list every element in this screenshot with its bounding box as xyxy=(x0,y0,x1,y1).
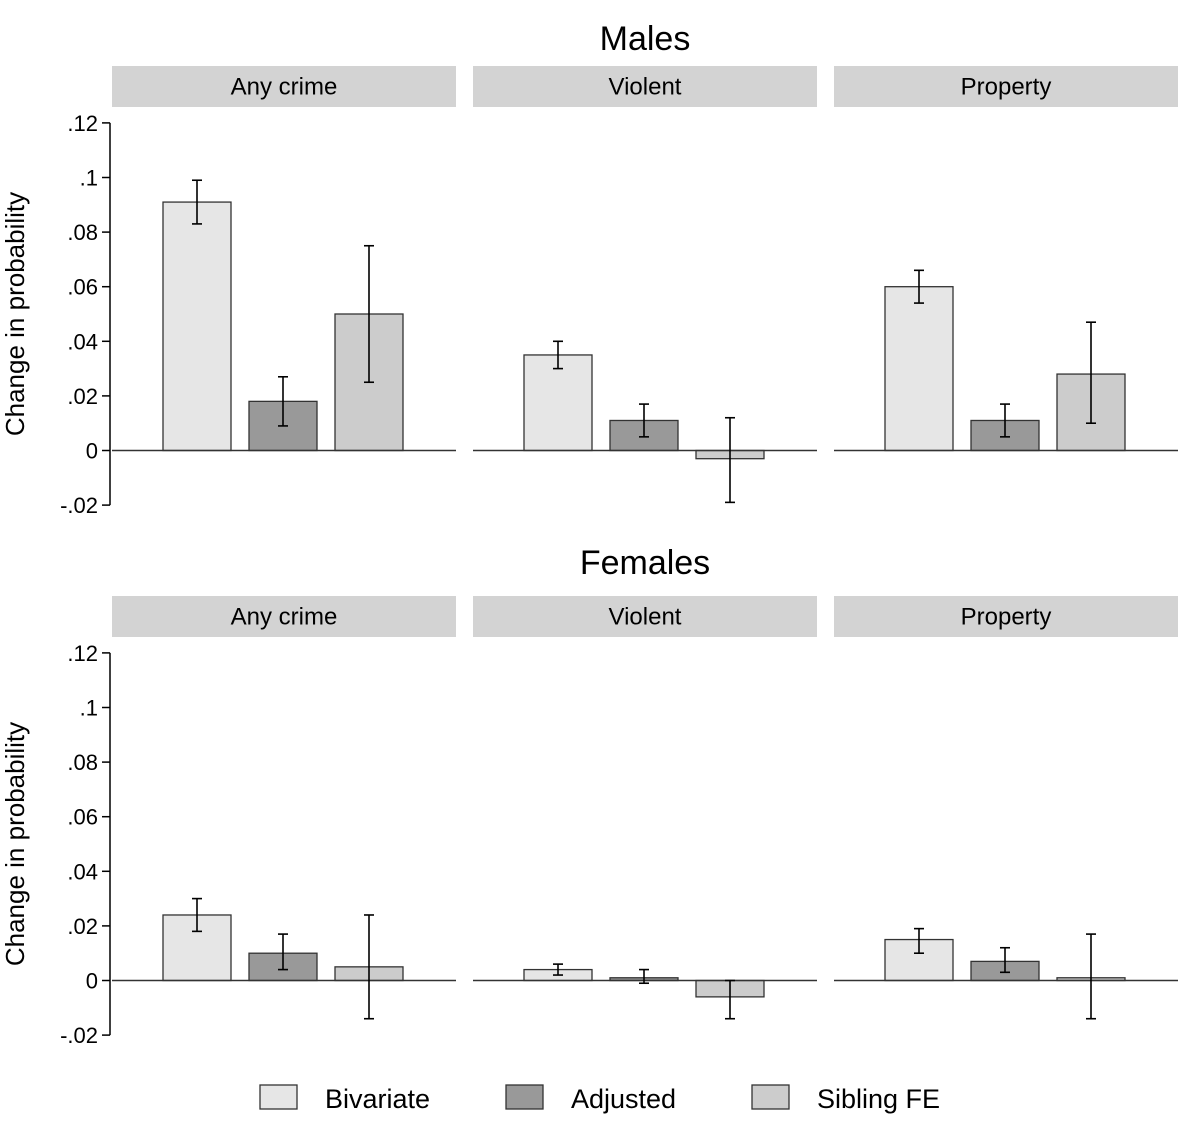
facet-label: Violent xyxy=(609,604,682,631)
y-tick-label: .02 xyxy=(67,914,98,939)
y-axis-label: Change in probability xyxy=(0,722,30,966)
panel-title: Females xyxy=(580,544,710,582)
legend-swatch xyxy=(505,1084,544,1110)
y-axis-label: Change in probability xyxy=(0,192,30,436)
y-tick-label: 0 xyxy=(86,969,98,994)
facet-label: Property xyxy=(961,604,1052,631)
facet-strip xyxy=(112,596,456,637)
y-tick-label: .1 xyxy=(80,166,98,191)
legend-swatch xyxy=(751,1084,790,1110)
bar xyxy=(162,201,232,452)
y-tick-label: .04 xyxy=(67,859,98,884)
panel-title: Males xyxy=(600,20,691,58)
y-tick-label: .06 xyxy=(67,275,98,300)
y-tick-label: .12 xyxy=(67,641,98,666)
facet-strip xyxy=(473,66,817,107)
y-tick-label: .08 xyxy=(67,220,98,245)
y-tick-label: .02 xyxy=(67,384,98,409)
facet-label: Any crime xyxy=(231,74,338,101)
legend-label: Sibling FE xyxy=(817,1084,940,1114)
y-tick-label: .06 xyxy=(67,805,98,830)
legend-swatch xyxy=(259,1084,298,1110)
facet-strip xyxy=(834,66,1178,107)
y-tick-label: -.02 xyxy=(60,493,98,518)
legend-label: Adjusted xyxy=(571,1084,676,1114)
y-tick-label: .12 xyxy=(67,111,98,136)
bar xyxy=(884,286,954,452)
facet-label: Property xyxy=(961,74,1052,101)
y-tick-label: -.02 xyxy=(60,1023,98,1048)
facet-label: Any crime xyxy=(231,604,338,631)
facet-strip xyxy=(834,596,1178,637)
facet-strip xyxy=(473,596,817,637)
y-tick-label: .08 xyxy=(67,750,98,775)
legend-label: Bivariate xyxy=(325,1084,430,1114)
facet-label: Violent xyxy=(609,74,682,101)
y-tick-label: .1 xyxy=(80,696,98,721)
y-tick-label: .04 xyxy=(67,329,98,354)
y-tick-label: 0 xyxy=(86,439,98,464)
facet-strip xyxy=(112,66,456,107)
